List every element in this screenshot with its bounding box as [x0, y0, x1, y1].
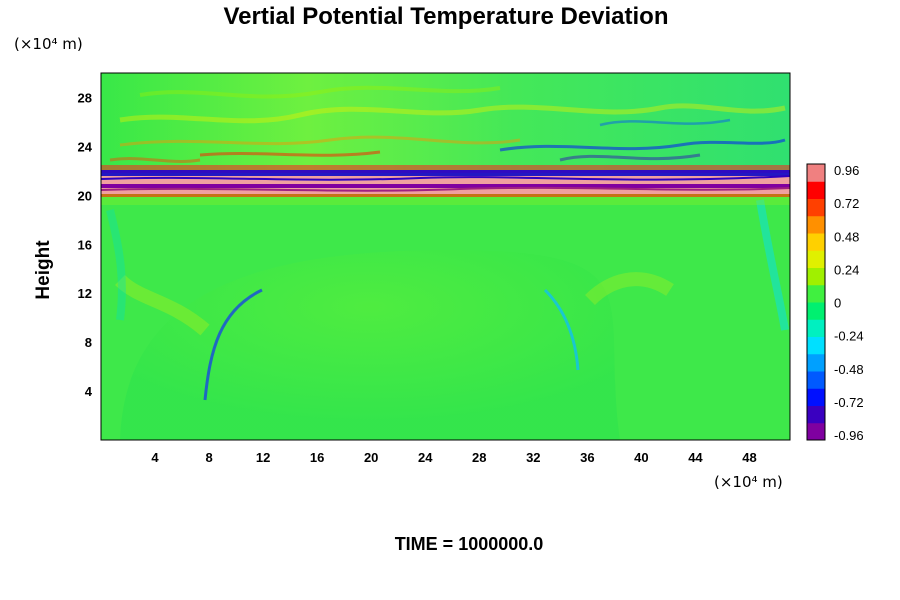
- upper-wave-region: [101, 73, 790, 173]
- colorbar-swatch: [807, 250, 825, 268]
- x-tick-label: 16: [310, 450, 324, 465]
- y-tick-label: 4: [85, 384, 93, 399]
- colorbar-tick-label: 0.72: [834, 196, 859, 211]
- colorbar-swatch: [807, 215, 825, 234]
- time-label: TIME = 1000000.0: [395, 534, 544, 554]
- cold-dome: [120, 250, 620, 440]
- colorbar-tick-label: 0: [834, 296, 841, 311]
- x-tick-label: 44: [688, 450, 703, 465]
- y-tick-label: 12: [78, 286, 92, 301]
- x-axis-unit: (×10⁴ m): [714, 473, 783, 491]
- y-tick-label: 24: [78, 139, 93, 154]
- colorbar-swatch: [807, 164, 825, 182]
- y-axis-unit: (×10⁴ m): [14, 35, 83, 53]
- x-tick-label: 36: [580, 450, 594, 465]
- colorbar-swatch: [807, 267, 825, 286]
- colorbar-tick-label: -0.96: [834, 428, 864, 443]
- x-tick-label: 48: [742, 450, 756, 465]
- colorbar-swatch: [807, 353, 825, 372]
- colorbar-labels: 0.96 0.72 0.48 0.24 0 -0.24 -0.48 -0.72 -0.96: [834, 163, 864, 443]
- dome-edge-left: [203, 288, 263, 401]
- colorbar-swatch: [807, 371, 825, 389]
- y-tick-label: 20: [78, 188, 92, 203]
- colorbar-tick-label: -0.72: [834, 395, 864, 410]
- colorbar-swatch: [807, 422, 825, 441]
- colorbar-swatch: [807, 198, 825, 217]
- colorbar-swatch: [807, 233, 825, 251]
- y-ticks: 4 8 12 16 20 24 28: [78, 90, 93, 399]
- x-tick-label: 12: [256, 450, 270, 465]
- x-tick-label: 20: [364, 450, 378, 465]
- colorbar-swatch: [807, 336, 825, 355]
- y-axis-label: Height: [33, 240, 54, 300]
- tropopause-band: [100, 165, 791, 205]
- y-tick-label: 16: [78, 237, 92, 252]
- x-tick-label: 40: [634, 450, 648, 465]
- colorbar-swatch: [807, 405, 825, 424]
- x-tick-label: 4: [151, 450, 159, 465]
- y-tick-label: 28: [78, 90, 92, 105]
- colorbar-swatch: [807, 302, 825, 320]
- colorbar-swatch: [807, 284, 825, 303]
- colorbar: [806, 163, 826, 441]
- plot-area: [100, 72, 791, 441]
- chart-title: Vertial Potential Temperature Deviation: [223, 3, 668, 30]
- colorbar-swatch: [807, 181, 825, 199]
- colorbar-tick-label: -0.24: [834, 329, 864, 344]
- x-tick-label: 24: [418, 450, 433, 465]
- colorbar-frame: [806, 163, 826, 441]
- colorbar-tick-label: 0.24: [834, 262, 859, 277]
- colorbar-swatch: [807, 319, 825, 337]
- dome-edge-right: [543, 288, 580, 371]
- x-tick-label: 8: [205, 450, 212, 465]
- colorbar-swatch: [807, 388, 825, 406]
- colorbar-tick-label: -0.48: [834, 362, 864, 377]
- colorbar-tick-label: 0.48: [834, 229, 859, 244]
- x-tick-label: 28: [472, 450, 486, 465]
- y-tick-label: 8: [85, 335, 92, 350]
- x-ticks: 4 8 12 16 20 24 28 32 36 40 44 48: [151, 450, 756, 465]
- x-tick-label: 32: [526, 450, 540, 465]
- colorbar-tick-label: 0.96: [834, 163, 859, 178]
- wave-streaks: [109, 85, 786, 163]
- plot-frame: [100, 72, 791, 441]
